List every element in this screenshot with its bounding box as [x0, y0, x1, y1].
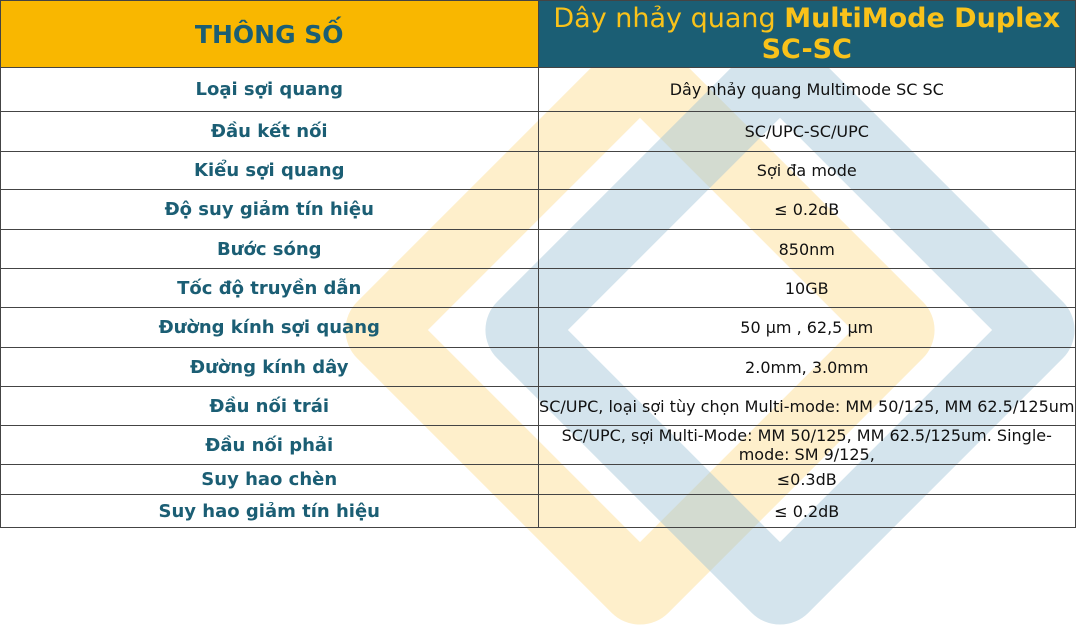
row-label: Đầu nối trái	[0, 386, 539, 426]
table-row: Suy hao giảm tín hiệu ≤ 0.2dB	[0, 494, 1076, 528]
table-row: Kiểu sợi quang Sợi đa mode	[0, 151, 1076, 190]
row-label: Đường kính sợi quang	[0, 307, 539, 348]
row-label: Độ suy giảm tín hiệu	[0, 189, 539, 230]
header-specs: THÔNG SỐ	[0, 0, 539, 68]
row-label: Tốc độ truyền dẫn	[0, 268, 539, 308]
row-value: ≤ 0.2dB	[537, 189, 1076, 230]
row-value: ≤ 0.2dB	[537, 494, 1076, 528]
table-row: Đường kính dây 2.0mm, 3.0mm	[0, 347, 1076, 387]
row-label: Suy hao chèn	[0, 464, 539, 495]
table-header: THÔNG SỐ Dây nhảy quang MultiMode Duplex…	[0, 0, 1076, 68]
row-label: Kiểu sợi quang	[0, 151, 539, 190]
row-label: Đầu kết nối	[0, 111, 539, 152]
table-row: Đường kính sợi quang 50 µm , 62,5 µm	[0, 307, 1076, 348]
row-label: Suy hao giảm tín hiệu	[0, 494, 539, 528]
row-value: SC/UPC, loại sợi tùy chọn Multi-mode: MM…	[537, 386, 1076, 426]
row-value: Sợi đa mode	[537, 151, 1076, 190]
row-value: 850nm	[537, 229, 1076, 269]
table-row: Độ suy giảm tín hiệu ≤ 0.2dB	[0, 189, 1076, 230]
table-row: Tốc độ truyền dẫn 10GB	[0, 268, 1076, 308]
table-row: Đầu nối trái SC/UPC, loại sợi tùy chọn Mu…	[0, 386, 1076, 426]
row-label: Bước sóng	[0, 229, 539, 269]
row-value: 2.0mm, 3.0mm	[537, 347, 1076, 387]
row-value: SC/UPC-SC/UPC	[537, 111, 1076, 152]
table-row: Đầu nối phải SC/UPC, sợi Multi-Mode: MM 5…	[0, 425, 1076, 465]
table-row: Suy hao chèn ≤0.3dB	[0, 464, 1076, 495]
row-value: 10GB	[537, 268, 1076, 308]
header-title: Dây nhảy quang MultiMode Duplex SC-SC	[537, 0, 1076, 68]
row-value: Dây nhảy quang Multimode SC SC	[537, 67, 1076, 112]
spec-table: THÔNG SỐ Dây nhảy quang MultiMode Duplex…	[0, 0, 1076, 528]
row-value: 50 µm , 62,5 µm	[537, 307, 1076, 348]
table-row: Bước sóng 850nm	[0, 229, 1076, 269]
row-value: SC/UPC, sợi Multi-Mode: MM 50/125, MM 62…	[537, 425, 1076, 465]
table-row: Đầu kết nối SC/UPC-SC/UPC	[0, 111, 1076, 152]
row-value: ≤0.3dB	[537, 464, 1076, 495]
row-label: Loại sợi quang	[0, 67, 539, 112]
row-label: Đầu nối phải	[0, 425, 539, 465]
row-label: Đường kính dây	[0, 347, 539, 387]
table-row: Loại sợi quang Dây nhảy quang Multimode S…	[0, 67, 1076, 112]
